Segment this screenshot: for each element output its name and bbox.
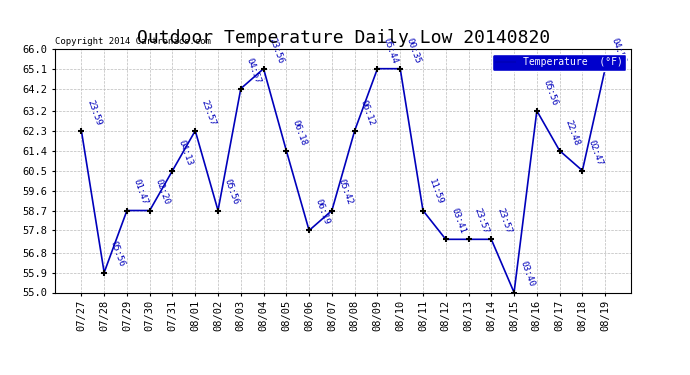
Text: Copyright 2014 Cartronics.com: Copyright 2014 Cartronics.com bbox=[55, 38, 211, 46]
Text: 04:13: 04:13 bbox=[177, 138, 195, 166]
Text: 04:57: 04:57 bbox=[245, 56, 263, 84]
Text: 02:20: 02:20 bbox=[154, 178, 172, 206]
Text: 23:57: 23:57 bbox=[199, 98, 217, 127]
Text: 06:19: 06:19 bbox=[313, 198, 331, 226]
Text: 03:40: 03:40 bbox=[518, 260, 536, 288]
Text: 23:57: 23:57 bbox=[495, 207, 513, 235]
Text: 05:44: 05:44 bbox=[382, 36, 400, 64]
Text: 06:12: 06:12 bbox=[359, 98, 377, 127]
Text: 04:53: 04:53 bbox=[609, 36, 627, 64]
Legend: Temperature  (°F): Temperature (°F) bbox=[491, 54, 627, 71]
Text: 11:59: 11:59 bbox=[427, 178, 445, 206]
Text: 05:56: 05:56 bbox=[222, 178, 240, 206]
Text: 01:47: 01:47 bbox=[131, 178, 149, 206]
Text: 00:35: 00:35 bbox=[404, 36, 422, 64]
Text: 05:56: 05:56 bbox=[541, 78, 559, 106]
Text: 06:18: 06:18 bbox=[290, 118, 308, 147]
Text: 02:47: 02:47 bbox=[586, 138, 604, 166]
Title: Outdoor Temperature Daily Low 20140820: Outdoor Temperature Daily Low 20140820 bbox=[137, 29, 550, 47]
Text: 23:57: 23:57 bbox=[473, 207, 491, 235]
Text: 22:48: 22:48 bbox=[564, 118, 582, 147]
Text: 23:59: 23:59 bbox=[86, 98, 104, 127]
Text: 23:56: 23:56 bbox=[268, 36, 286, 64]
Text: 05:42: 05:42 bbox=[336, 178, 354, 206]
Text: 03:41: 03:41 bbox=[450, 207, 468, 235]
Text: 05:56: 05:56 bbox=[108, 240, 126, 268]
